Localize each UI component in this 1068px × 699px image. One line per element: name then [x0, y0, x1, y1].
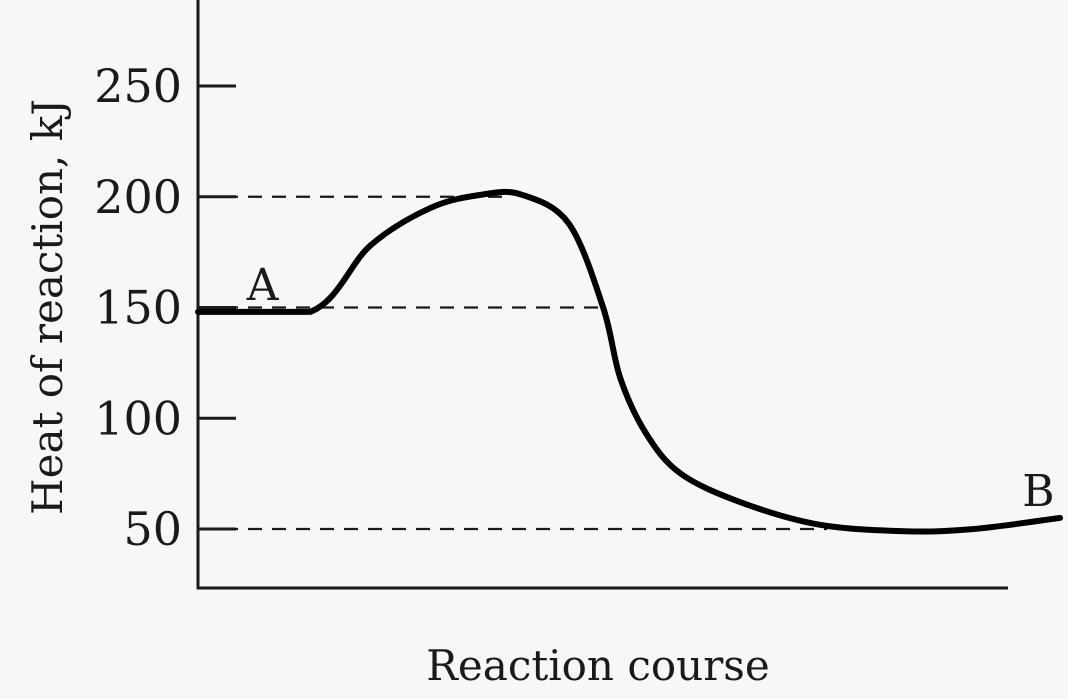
energy-curve: [195, 188, 1063, 535]
y-tick-label-200: 200: [94, 170, 182, 224]
y-tick-label-150: 150: [94, 281, 182, 335]
y-tick-labels: 50 100 150 200 250: [94, 59, 182, 556]
reference-lines: [200, 195, 828, 531]
x-axis-title: Reaction course: [426, 641, 769, 690]
axes: [196, 0, 1008, 590]
point-label-b: B: [1022, 466, 1054, 517]
y-tick-label-50: 50: [123, 502, 182, 556]
y-tick-label-100: 100: [94, 391, 182, 445]
y-ticks: [198, 84, 236, 531]
y-tick-label-250: 250: [94, 59, 182, 113]
y-axis-title: Heat of reaction, kJ: [23, 99, 72, 515]
point-label-a: A: [246, 260, 280, 311]
point-labels: AB: [246, 260, 1055, 517]
